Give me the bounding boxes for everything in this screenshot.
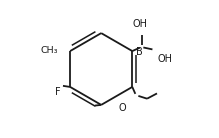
- Text: CH₃: CH₃: [41, 46, 58, 55]
- Text: O: O: [118, 103, 126, 113]
- Text: F: F: [55, 87, 61, 97]
- Text: OH: OH: [157, 54, 172, 64]
- Text: OH: OH: [132, 19, 147, 29]
- Text: B: B: [136, 47, 143, 57]
